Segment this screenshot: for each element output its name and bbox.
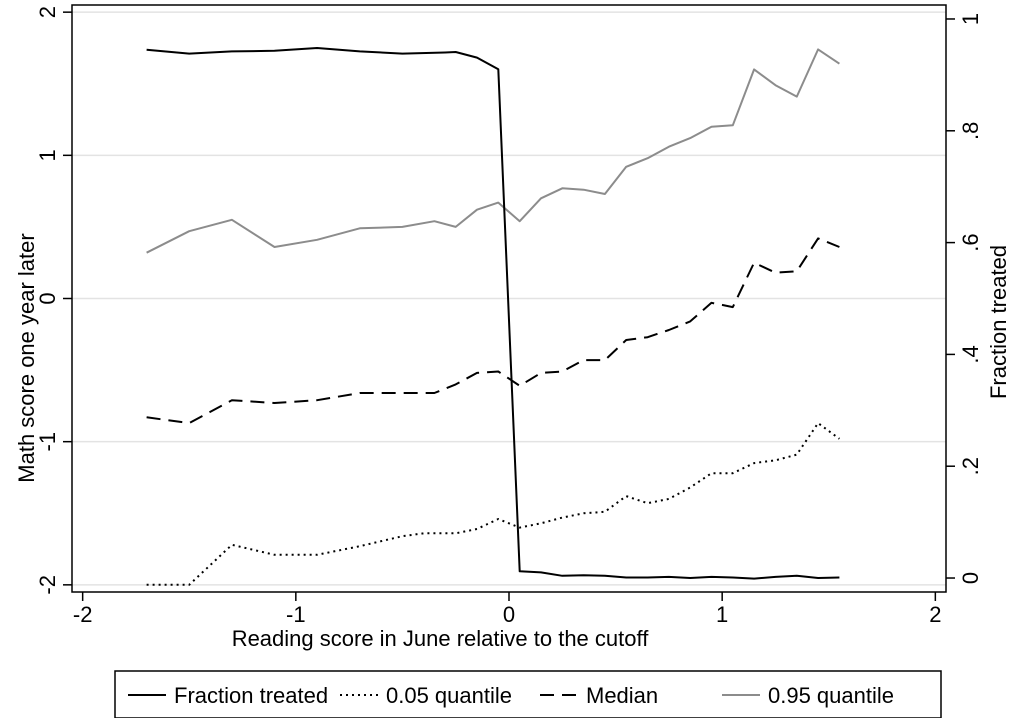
x-tick-label: 2 [929, 602, 941, 627]
y2-tick-label: .2 [958, 457, 983, 475]
y2-tick-label: 1 [958, 13, 983, 25]
legend-label: 0.95 quantile [768, 683, 894, 708]
y2-tick-label: .6 [958, 233, 983, 251]
y2-tick-label: .4 [958, 345, 983, 363]
series-line-fraction-treated [146, 47, 840, 580]
y2-tick-label: .8 [958, 122, 983, 140]
x-tick-label: -1 [286, 602, 306, 627]
legend-box [114, 670, 942, 718]
y-tick-label: 1 [35, 149, 60, 161]
x-tick-label: 1 [716, 602, 728, 627]
x-tick-label: -2 [73, 602, 93, 627]
x-axis-title: Reading score in June relative to the cu… [232, 626, 650, 651]
x-axis: -2 -1 0 1 2 [73, 592, 941, 627]
y-axis-left: -2 -1 0 1 2 [35, 6, 72, 595]
y-tick-label: 0 [35, 292, 60, 304]
y2-tick-label: 0 [958, 572, 983, 584]
y-axis-title: Math score one year later [14, 233, 39, 482]
legend: Fraction treated 0.05 quantile Median 0.95 … [114, 670, 942, 718]
y2-axis-title: Fraction treated [986, 245, 1011, 399]
series-line-0-05-quantile [146, 422, 840, 586]
x-tick-label: 0 [503, 602, 515, 627]
legend-label: Median [586, 683, 658, 708]
series-line-0-95-quantile [146, 48, 840, 254]
y-tick-label: -2 [35, 575, 60, 595]
y-tick-label: -1 [35, 432, 60, 452]
y-tick-label: 2 [35, 6, 60, 18]
y-axis-right: 0 .2 .4 .6 .8 1 [946, 13, 983, 584]
legend-label: 0.05 quantile [386, 683, 512, 708]
legend-label: Fraction treated [174, 683, 328, 708]
series-layer [146, 47, 840, 586]
